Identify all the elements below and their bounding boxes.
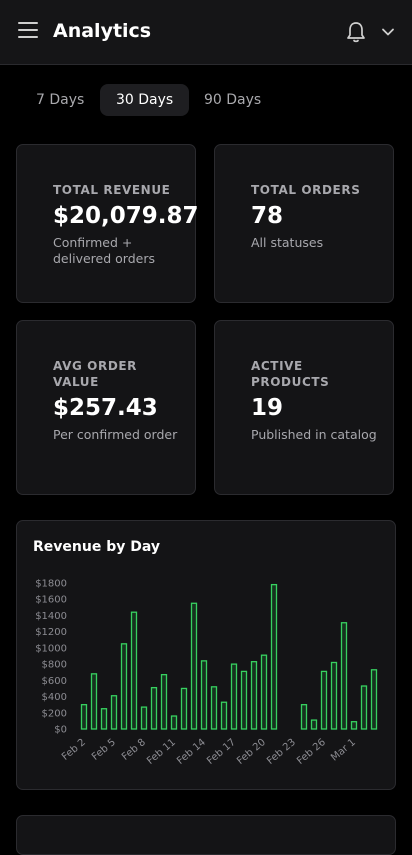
revenue-bar[interactable] — [330, 661, 338, 730]
y-tick-label: $1800 — [35, 579, 67, 590]
stat-card-avg-order-value: AVG ORDER VALUE $257.43 Per confirmed or… — [16, 320, 196, 495]
y-tick-label: $600 — [42, 676, 67, 687]
stat-card-total-revenue: TOTAL REVENUE $20,079.87 Confirmed + del… — [16, 144, 199, 303]
y-tick-label: $200 — [42, 708, 67, 719]
revenue-bar[interactable] — [320, 670, 328, 730]
revenue-bar-chart: $0 $200 $400 $600 $800 $1000 $1200 $1400 $1600 $1… — [35, 579, 378, 767]
stat-subtext: All statuses — [251, 235, 324, 250]
y-tick-label: $1000 — [35, 643, 67, 654]
top-app-bar: Analytics — [0, 0, 412, 65]
x-tick-label: Feb 17 — [205, 737, 238, 767]
stat-subtext: Confirmed + delivered orders — [53, 235, 155, 266]
y-tick-label: $400 — [42, 692, 67, 703]
revenue-bar[interactable] — [120, 643, 128, 730]
hamburger-menu-icon[interactable] — [18, 22, 38, 40]
revenue-bar[interactable] — [180, 687, 188, 730]
stat-value: $20,079.87 — [53, 203, 199, 229]
revenue-bar[interactable] — [110, 695, 118, 730]
x-tick-label: Feb 23 — [265, 737, 298, 767]
revenue-bar[interactable] — [170, 715, 178, 730]
page-title: Analytics — [53, 20, 152, 42]
stat-label: AVG ORDER VALUE — [53, 359, 138, 389]
x-tick-label: Feb 11 — [145, 737, 178, 767]
revenue-bar[interactable] — [230, 663, 238, 730]
x-tick-label: Feb 14 — [175, 737, 208, 767]
revenue-bar[interactable] — [370, 669, 378, 730]
y-tick-label: $800 — [42, 660, 67, 671]
revenue-bar[interactable] — [300, 704, 308, 730]
stat-card-active-products: ACTIVE PRODUCTS 19 Published in catalog — [214, 320, 394, 495]
stat-subtext: Published in catalog — [251, 427, 377, 442]
x-tick-label: Mar 1 — [329, 737, 358, 764]
revenue-bar[interactable] — [140, 706, 148, 730]
revenue-bar[interactable] — [200, 660, 208, 730]
x-tick-label: Feb 20 — [235, 737, 268, 767]
revenue-bar[interactable] — [260, 654, 268, 730]
revenue-bar[interactable] — [220, 701, 228, 730]
stat-value: 19 — [251, 395, 284, 421]
revenue-bar[interactable] — [210, 686, 218, 730]
revenue-bar[interactable] — [360, 685, 368, 730]
stat-subtext: Per confirmed order — [53, 427, 178, 442]
revenue-bar[interactable] — [270, 583, 278, 730]
y-tick-label: $1600 — [35, 595, 67, 606]
revenue-bar[interactable] — [80, 704, 88, 730]
revenue-bar[interactable] — [190, 602, 198, 730]
stat-label: TOTAL REVENUE — [53, 183, 171, 197]
x-tick-label: Feb 2 — [60, 737, 88, 763]
next-section-card — [16, 815, 396, 855]
revenue-bar[interactable] — [310, 719, 318, 730]
chevron-down-icon[interactable] — [380, 24, 396, 40]
tab-30-days[interactable]: 30 Days — [100, 84, 190, 116]
revenue-bar[interactable] — [90, 673, 98, 730]
y-tick-label: $1200 — [35, 627, 67, 638]
revenue-bar[interactable] — [240, 670, 248, 730]
stat-label: TOTAL ORDERS — [251, 183, 361, 197]
x-tick-label: Feb 26 — [295, 737, 328, 767]
revenue-chart-card: Revenue by Day $0 $200 $400 $600 $800 $1000 $1… — [16, 520, 396, 790]
revenue-bar[interactable] — [130, 611, 138, 730]
revenue-bar[interactable] — [100, 708, 108, 730]
revenue-bar[interactable] — [150, 686, 158, 730]
stat-value: $257.43 — [53, 395, 158, 421]
revenue-bar[interactable] — [350, 721, 358, 730]
revenue-bar[interactable] — [250, 661, 258, 730]
stat-card-total-orders: TOTAL ORDERS 78 All statuses — [214, 144, 394, 303]
y-tick-label: $0 — [54, 725, 67, 736]
x-tick-label: Feb 5 — [90, 737, 118, 763]
x-tick-label: Feb 8 — [120, 737, 148, 763]
stat-label: ACTIVE PRODUCTS — [251, 359, 330, 389]
tab-90-days[interactable]: 90 Days — [204, 92, 262, 108]
chart-title: Revenue by Day — [33, 539, 160, 555]
tab-7-days[interactable]: 7 Days — [36, 92, 85, 108]
stat-value: 78 — [251, 203, 284, 229]
bell-icon[interactable] — [344, 20, 368, 44]
revenue-bar[interactable] — [160, 674, 168, 730]
y-tick-label: $1400 — [35, 611, 67, 622]
revenue-bar[interactable] — [340, 622, 348, 730]
